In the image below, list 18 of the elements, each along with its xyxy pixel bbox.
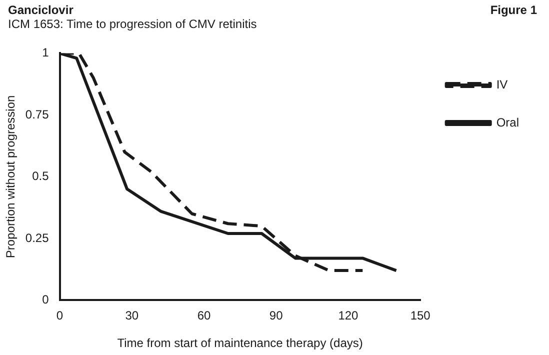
x-tick-label: 90 bbox=[269, 308, 284, 323]
chart-subtitle: ICM 1653: Time to progression of CMV retinitis bbox=[8, 17, 258, 31]
x-tick-label: 150 bbox=[410, 308, 431, 323]
caption: Figure 1 bbox=[490, 3, 537, 17]
x-tick-label: 120 bbox=[338, 308, 359, 323]
y-tick-label: 0.25 bbox=[25, 230, 50, 245]
legend-label: IV bbox=[496, 77, 508, 92]
y-axis-title: Proportion without progression bbox=[4, 95, 18, 258]
y-tick-label: 0.75 bbox=[25, 107, 50, 122]
y-tick-label: 1 bbox=[42, 46, 50, 60]
chart-title: Ganciclovir bbox=[8, 3, 74, 17]
legend-label: Oral bbox=[496, 115, 519, 130]
x-axis-title: Time from start of maintenance therapy (days) bbox=[117, 336, 363, 350]
y-tick-label: 0.5 bbox=[32, 169, 50, 184]
x-tick-label: 30 bbox=[125, 308, 139, 323]
y-tick-label: 0 bbox=[42, 292, 50, 307]
x-tick-label: 60 bbox=[197, 308, 211, 323]
x-tick-label: 0 bbox=[56, 308, 64, 323]
